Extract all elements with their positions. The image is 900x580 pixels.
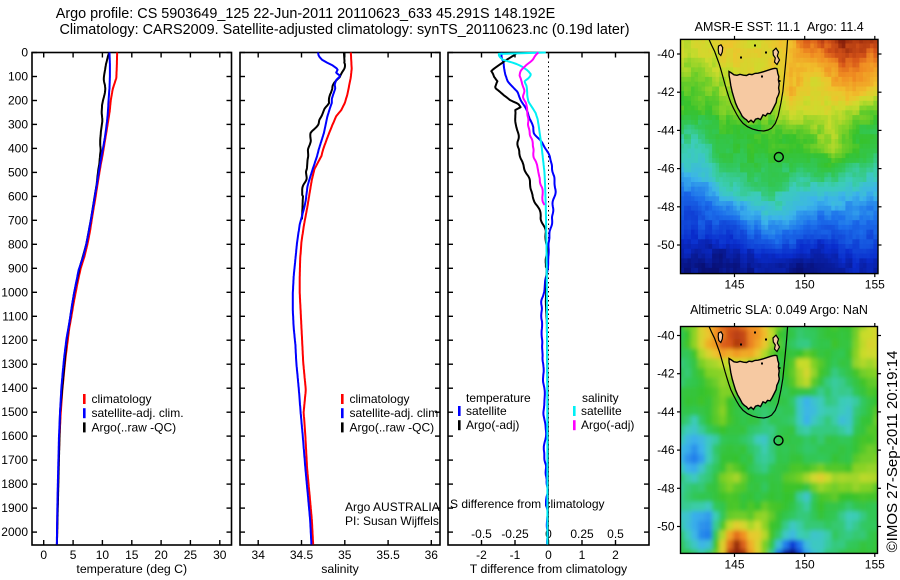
svg-text:155: 155 [865,557,885,571]
svg-text:400: 400 [8,141,28,155]
svg-text:T difference from climatology: T difference from climatology [470,562,628,576]
svg-text:34.5: 34.5 [290,548,314,562]
svg-text:1800: 1800 [1,477,28,491]
svg-text:-50: -50 [657,520,675,534]
svg-text:30: 30 [213,548,227,562]
svg-text:climatology: climatology [92,392,152,406]
svg-text:15: 15 [125,548,139,562]
svg-text:salinity: salinity [321,562,359,576]
svg-text:AMSR-E SST: 11.1 Argo: 11.4: AMSR-E SST: 11.1 Argo: 11.4 [695,20,864,34]
svg-text:145: 145 [724,278,744,292]
svg-text:Argo(-adj): Argo(-adj) [581,418,634,432]
svg-text:145: 145 [724,557,744,571]
svg-text:salinity: salinity [582,391,619,405]
svg-text:1000: 1000 [1,285,28,299]
svg-text:temperature (deg C): temperature (deg C) [76,562,187,576]
svg-text:100: 100 [8,70,28,84]
svg-text:700: 700 [8,213,28,227]
svg-text:1500: 1500 [1,405,28,419]
svg-text:-46: -46 [657,162,675,176]
svg-text:Argo(..raw -QC): Argo(..raw -QC) [350,420,435,434]
svg-text:1400: 1400 [1,381,28,395]
svg-text:500: 500 [8,165,28,179]
svg-text:1: 1 [579,548,586,562]
svg-text:-48: -48 [657,200,675,214]
svg-text:1600: 1600 [1,429,28,443]
svg-text:200: 200 [8,94,28,108]
svg-text:300: 300 [8,117,28,131]
svg-text:10: 10 [96,548,110,562]
svg-text:1900: 1900 [1,501,28,515]
svg-text:-0.25: -0.25 [501,527,529,541]
svg-text:Argo profile: CS 5903649_125 2: Argo profile: CS 5903649_125 22-Jun-2011… [56,6,556,22]
svg-text:25: 25 [184,548,198,562]
svg-text:0.5: 0.5 [607,527,624,541]
svg-text:900: 900 [8,261,28,275]
svg-text:S difference from climatology: S difference from climatology [450,497,605,511]
svg-text:0: 0 [40,548,47,562]
svg-text:5: 5 [70,548,77,562]
svg-text:600: 600 [8,189,28,203]
svg-text:-2: -2 [476,548,487,562]
svg-text:0.25: 0.25 [570,527,594,541]
svg-text:©IMOS 27-Sep-2011 20:19:14: ©IMOS 27-Sep-2011 20:19:14 [884,351,900,553]
svg-text:-40: -40 [657,329,675,343]
svg-text:1100: 1100 [2,309,28,323]
svg-text:34: 34 [252,548,266,562]
svg-text:800: 800 [8,237,28,251]
svg-text:-42: -42 [657,85,675,99]
svg-text:1700: 1700 [1,453,28,467]
svg-text:temperature: temperature [466,391,531,405]
svg-text:climatology: climatology [350,392,410,406]
svg-text:satellite-adj. clim.: satellite-adj. clim. [92,406,184,420]
svg-text:-42: -42 [657,367,675,381]
svg-text:Argo AUSTRALIA: Argo AUSTRALIA [345,500,440,514]
svg-text:-40: -40 [657,47,675,61]
svg-text:-48: -48 [657,481,675,495]
svg-text:satellite-adj. clim.: satellite-adj. clim. [350,406,442,420]
svg-text:-0.5: -0.5 [471,527,492,541]
svg-text:1300: 1300 [1,357,28,371]
svg-text:0: 0 [21,46,28,60]
svg-text:1200: 1200 [1,333,28,347]
svg-text:150: 150 [795,557,815,571]
svg-text:2: 2 [612,548,619,562]
svg-text:35.5: 35.5 [376,548,400,562]
svg-text:Altimetric SLA: 0.049 Argo: Na: Altimetric SLA: 0.049 Argo: NaN [690,303,868,317]
svg-text:36: 36 [425,548,439,562]
svg-text:-1: -1 [510,548,521,562]
svg-text:Argo(..raw -QC): Argo(..raw -QC) [92,420,177,434]
svg-text:35: 35 [338,548,352,562]
svg-text:PI: Susan Wijffels: PI: Susan Wijffels [345,514,439,528]
svg-text:satellite: satellite [581,404,622,418]
svg-text:satellite: satellite [466,404,507,418]
svg-text:-50: -50 [657,238,675,252]
svg-text:2000: 2000 [1,525,28,539]
svg-text:-44: -44 [657,123,675,137]
svg-text:155: 155 [865,278,885,292]
svg-text:Climatology: CARS2009. Satelli: Climatology: CARS2009. Satellite-adjuste… [59,22,629,38]
svg-text:0: 0 [545,548,552,562]
svg-text:-46: -46 [657,443,675,457]
svg-text:150: 150 [795,278,815,292]
svg-text:Argo(-adj): Argo(-adj) [466,418,519,432]
svg-text:20: 20 [154,548,168,562]
svg-text:-44: -44 [657,405,675,419]
